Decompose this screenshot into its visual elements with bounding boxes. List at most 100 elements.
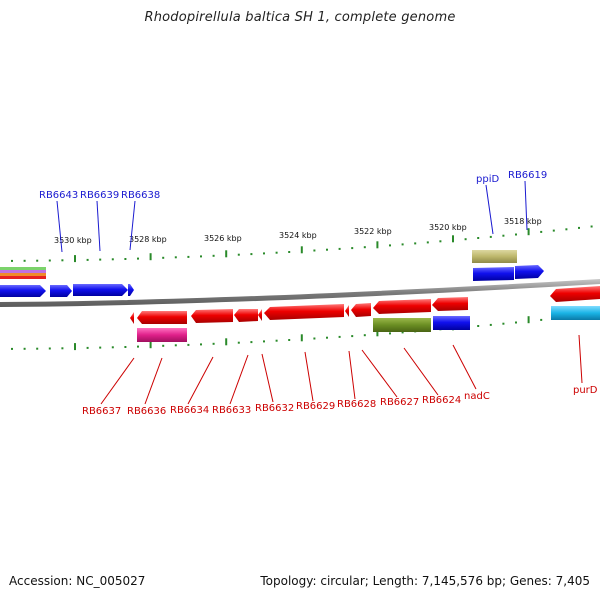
scale-tick xyxy=(414,242,417,245)
scale-tick xyxy=(338,335,341,338)
gene-arrow[interactable] xyxy=(130,312,134,324)
genome-summary-text: Topology: circular; Length: 7,145,576 bp… xyxy=(260,574,590,588)
gene-arrow[interactable] xyxy=(0,285,46,297)
gene-box[interactable] xyxy=(433,316,470,330)
scale-tick xyxy=(313,337,316,340)
bottom-label-connectors xyxy=(100,334,583,405)
scale-tick xyxy=(36,347,39,350)
gene-arrow[interactable] xyxy=(234,309,258,322)
scale-tick xyxy=(527,316,530,324)
gene-box[interactable] xyxy=(551,306,600,320)
gene-label-rb6643[interactable]: RB6643 xyxy=(39,190,78,201)
gene-arrow[interactable] xyxy=(258,309,262,321)
gene-arrow[interactable] xyxy=(550,286,600,302)
gene-arrow[interactable] xyxy=(432,297,468,311)
gene-arrow[interactable] xyxy=(345,305,349,317)
gene-arrow[interactable] xyxy=(128,284,134,296)
scale-tick xyxy=(527,228,530,236)
gene-label-rb6632[interactable]: RB6632 xyxy=(255,403,294,414)
gene-label-rb6633[interactable]: RB6633 xyxy=(212,405,251,416)
gene-label-nadc[interactable]: nadC xyxy=(464,391,490,402)
scale-label: 3518 kbp xyxy=(504,217,542,226)
gene-arrow[interactable] xyxy=(473,267,514,281)
gene-box[interactable] xyxy=(137,328,187,342)
left-edge-tracks xyxy=(0,267,46,279)
scale-tick xyxy=(300,246,303,254)
scale-tick xyxy=(99,346,102,349)
scale-tick xyxy=(351,335,354,338)
scale-tick xyxy=(565,228,568,231)
gene-box[interactable] xyxy=(472,250,517,263)
scale-tick xyxy=(61,259,64,262)
scale-tick xyxy=(162,256,165,259)
forward-strand-genes xyxy=(0,250,544,297)
gene-label-rb6639[interactable]: RB6639 xyxy=(80,190,119,201)
scale-tick xyxy=(187,255,190,258)
scale-tick xyxy=(162,344,165,347)
scale-tick xyxy=(351,247,354,250)
gene-label-rb6637[interactable]: RB6637 xyxy=(82,406,121,417)
scale-tick xyxy=(489,235,492,238)
scale-tick xyxy=(11,347,13,350)
scale-tick xyxy=(515,321,517,324)
scale-tick xyxy=(86,258,89,261)
scale-tick xyxy=(464,238,467,241)
scale-tick xyxy=(200,343,202,346)
scale-tick xyxy=(137,257,139,260)
scale-tick xyxy=(149,341,152,349)
scale-tick xyxy=(187,343,190,346)
scale-tick xyxy=(61,347,64,350)
scale-tick xyxy=(11,259,13,262)
scale-tick xyxy=(225,250,228,258)
scale-tick xyxy=(137,345,139,348)
reverse-strand-genes xyxy=(130,286,600,342)
scale-tick xyxy=(250,341,253,344)
gene-arrow[interactable] xyxy=(137,311,187,324)
scale-tick xyxy=(326,336,328,339)
gene-label-rb6638[interactable]: RB6638 xyxy=(121,190,160,201)
scale-tick xyxy=(48,347,51,350)
scale-tick xyxy=(515,233,517,236)
gene-arrow[interactable] xyxy=(50,285,72,297)
gene-label-rb6628[interactable]: RB6628 xyxy=(337,399,376,410)
scale-tick xyxy=(313,249,316,252)
scale-tick xyxy=(250,253,253,256)
scale-tick xyxy=(275,339,278,342)
scale-tick xyxy=(149,253,152,261)
scale-tick xyxy=(363,246,366,249)
gene-label-ppid[interactable]: ppiD xyxy=(476,174,499,185)
scale-tick xyxy=(300,334,303,342)
gene-arrow[interactable] xyxy=(351,303,371,317)
gene-label-rb6619[interactable]: RB6619 xyxy=(508,170,547,181)
scale-tick xyxy=(376,241,379,249)
scale-tick xyxy=(502,234,505,237)
gene-arrow[interactable] xyxy=(264,304,344,320)
gene-label-rb6636[interactable]: RB6636 xyxy=(127,406,166,417)
gene-arrow[interactable] xyxy=(373,299,431,314)
gene-label-rb6627[interactable]: RB6627 xyxy=(380,397,419,408)
gene-arrow[interactable] xyxy=(191,309,233,323)
scale-tick xyxy=(489,323,492,326)
gene-box[interactable] xyxy=(373,318,431,332)
scale-tick xyxy=(376,329,379,337)
gene-arrow[interactable] xyxy=(73,284,128,296)
scale-tick xyxy=(124,258,127,260)
gene-label-rb6629[interactable]: RB6629 xyxy=(296,401,335,412)
accession-text: Accession: NC_005027 xyxy=(9,574,146,588)
scale-label: 3528 kbp xyxy=(129,235,167,244)
scale-tick xyxy=(477,237,480,239)
genome-backbone xyxy=(0,279,600,307)
scale-tick xyxy=(36,259,39,262)
scale-tick xyxy=(212,254,215,257)
scale-tick xyxy=(237,253,240,256)
scale-tick xyxy=(74,255,76,263)
scale-tick xyxy=(263,340,265,343)
scale-label: 3526 kbp xyxy=(204,234,242,243)
top-label-connectors xyxy=(56,180,528,253)
gene-label-rb6634[interactable]: RB6634 xyxy=(170,405,209,416)
scale-tick xyxy=(578,226,580,229)
gene-label-rb6624[interactable]: RB6624 xyxy=(422,395,461,406)
gene-arrow[interactable] xyxy=(515,265,544,279)
gene-label-purd[interactable]: purD xyxy=(573,385,598,396)
scale-tick xyxy=(439,240,442,243)
